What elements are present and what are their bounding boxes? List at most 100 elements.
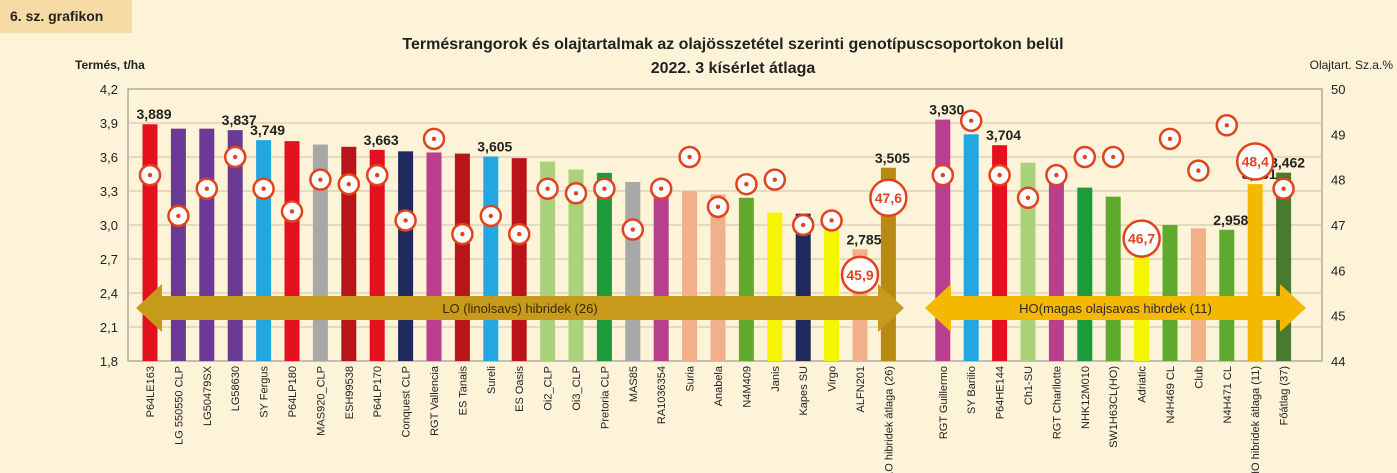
x-tick-label: RGT Charllotte [1051,366,1063,439]
x-tick-label: Oi2_CLP [543,366,555,411]
ho-group-arrow [925,284,1306,332]
y-axis-right-label: Olajtart. Sz.a.% [1310,58,1394,72]
oil-marker-dot [318,177,323,182]
bar-Club [1190,228,1206,361]
bar-LG50479SX [199,128,215,361]
value-label: 3,605 [477,138,512,154]
bar-Adriatic [1134,228,1150,361]
oil-marker-dot [460,231,465,237]
oil-value-label: 46,7 [1128,231,1155,247]
y-tick-left: 3,6 [100,150,118,165]
x-tick-label: Ch1-SU [1023,366,1035,405]
value-label: 3,462 [1270,155,1305,171]
x-tick-label: P64LP180 [287,366,299,417]
value-label: 3,837 [222,112,257,128]
oil-marker-dot [715,204,721,210]
value-label: 2,785 [846,231,881,247]
oil-marker-dot [1224,123,1230,128]
bar-P64LP180 [284,141,300,361]
oil-marker-dot [1196,168,1201,173]
x-tick-label: P64LP170 [372,366,384,417]
y-tick-right: 47 [1331,218,1345,233]
x-tick-label: P64LE163 [145,366,157,417]
bar-Főátlag (37) [1276,172,1292,361]
y-tick-left: 2,7 [100,252,118,267]
bar-MAS85 [625,181,641,361]
bar-Conquest CLP [398,151,414,361]
y-tick-right: 44 [1331,354,1345,369]
y-tick-left: 2,4 [100,286,118,301]
value-label: 3,704 [986,127,1021,143]
x-tick-label: SY Barilio [966,366,978,414]
bar-RGT Charllotte [1048,168,1064,361]
bar-Anabela [710,194,726,361]
x-tick-label: Anabela [713,365,725,406]
oil-marker [840,255,880,295]
oil-value-label: 48,4 [1242,154,1269,170]
x-tick-label: ES Tanais [457,366,469,416]
y-tick-left: 1,8 [100,354,118,369]
lo-group-arrow-label: LO (linolsavs) hibridek (26) [442,301,597,316]
oil-value-label: 45,9 [846,267,873,283]
bar-RGT Vallencia [426,152,442,361]
oil-marker-dot [997,172,1002,178]
x-tick-label: N4H471 CL [1222,366,1234,423]
oil-marker-dot [630,227,635,232]
oil-marker-dot [147,172,153,178]
x-tick-label: RA1036354 [656,366,668,424]
x-tick-label: Janis [770,366,782,392]
x-tick-label: P64HE144 [995,366,1007,419]
oil-marker-dot [1054,172,1059,178]
oil-marker-dot [233,154,238,160]
ho-group-arrow-label: HO(magas olajsavas hibrdek (11) [1019,301,1212,316]
x-tick-label: RGT Vallencia [429,365,441,436]
bar-Virgo [824,220,840,361]
y-tick-right: 46 [1331,263,1345,278]
x-tick-label: Suria [685,365,697,392]
oil-marker [1235,142,1275,181]
oil-marker [1122,219,1161,258]
bar-LG 550550 CLP [170,128,186,361]
value-label: 3,749 [250,122,285,138]
x-tick-label: Adriatic [1137,366,1149,403]
x-tick-label: NHK12M010 [1080,366,1092,429]
bar-Suria [682,191,698,361]
x-tick-label: SY Fergus [259,366,271,418]
oil-marker-dot [488,213,493,219]
oil-marker-dot [176,213,181,219]
x-tick-label: Club [1193,366,1205,389]
oil-marker-dot [517,231,522,237]
oil-marker-dot [659,186,664,191]
bar-ES Tanais [454,153,470,361]
value-label: 3,930 [929,102,964,118]
x-tick-label: MAS85 [628,366,640,402]
oil-marker-dot [573,191,579,196]
value-label: 3,889 [136,106,171,122]
oil-marker-dot [602,186,607,191]
y-tick-right: 50 [1331,82,1345,97]
x-tick-label: Conquest CLP [401,366,413,438]
x-tick-label: LO hibridek átlaga (26) [883,366,895,473]
bar-NHK12M010 [1077,187,1093,361]
y-tick-right: 45 [1331,309,1345,324]
oil-marker-dot [1111,154,1116,160]
x-tick-label: HO hibridek átlaga (11) [1250,366,1262,473]
x-tick-label: ESH99538 [344,366,356,419]
chart-title-line1: Termésrangorok és olajtartalmak az olajö… [402,36,1063,53]
oil-marker-dot [375,172,380,178]
x-tick-label: N4M409 [741,366,753,408]
x-tick-label: RGT Guillermo [938,366,950,439]
y-tick-right: 48 [1331,173,1345,188]
x-tick-label: SW1H63CL(HO) [1108,366,1120,448]
chart-title-line2: 2022. 3 kísérlet átlaga [651,60,816,77]
oil-marker-dot [801,222,806,228]
value-label: 3,663 [364,132,399,148]
badge-label: 6. sz. grafikon [10,8,104,24]
oil-marker-dot [1025,195,1031,200]
x-tick-label: ES Oasis [514,366,526,412]
oil-marker-dot [687,154,692,160]
oil-marker [869,178,908,218]
x-tick-label: Virgo [827,366,839,391]
oil-marker-dot [1167,136,1173,142]
oil-marker-dot [545,186,550,191]
